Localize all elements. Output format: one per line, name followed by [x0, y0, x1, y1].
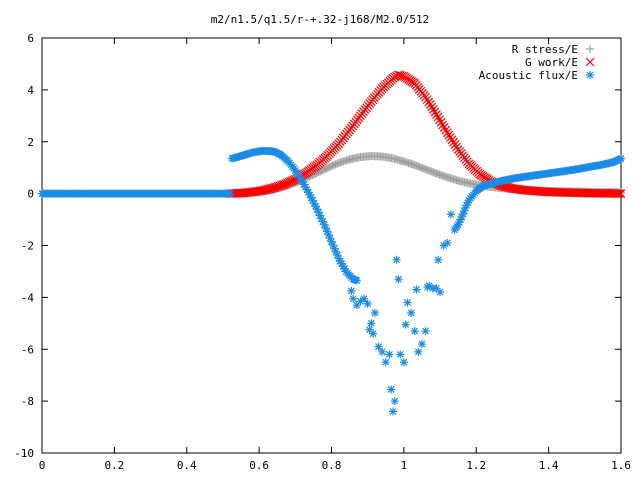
data-point — [450, 140, 460, 150]
data-point — [407, 308, 416, 317]
data-point — [278, 180, 288, 190]
y-tick-label: -4 — [21, 291, 35, 304]
data-point — [443, 238, 452, 247]
data-point — [433, 112, 443, 122]
data-point — [360, 294, 369, 303]
legend-label: Acoustic flux/E — [479, 69, 578, 82]
y-tick-label: 2 — [27, 136, 34, 149]
data-point — [417, 340, 426, 349]
x-tick-label: 1 — [401, 459, 408, 472]
data-point — [421, 327, 430, 336]
x-tick-label: 0.6 — [249, 459, 269, 472]
data-point — [401, 320, 410, 329]
data-point — [272, 182, 282, 192]
data-point — [412, 285, 421, 294]
data-point — [390, 397, 399, 406]
data-point — [430, 107, 440, 117]
data-point — [374, 342, 383, 351]
data-point — [434, 255, 443, 264]
data-point — [311, 202, 320, 211]
data-point — [389, 407, 398, 416]
data-point — [327, 237, 336, 246]
data-point — [616, 189, 626, 199]
data-point — [403, 298, 412, 307]
data-point — [613, 189, 623, 198]
data-point — [427, 102, 437, 112]
y-tick-label: -6 — [21, 343, 34, 356]
data-point — [385, 350, 394, 359]
y-tick-label: -2 — [21, 240, 34, 253]
data-point — [410, 327, 419, 336]
data-point — [349, 294, 358, 303]
data-point — [273, 181, 283, 191]
data-point — [226, 189, 235, 198]
x-tick-label: 1.2 — [466, 459, 486, 472]
data-point — [444, 130, 454, 140]
chart-title: m2/n1.5/q1.5/r-+.32-j168/M2.0/512 — [211, 13, 430, 26]
legend-marker — [586, 45, 594, 53]
x-tick-label: 1.4 — [539, 459, 559, 472]
x-tick-label: 0 — [39, 459, 46, 472]
data-point — [275, 181, 285, 191]
y-tick-label: 0 — [27, 188, 34, 201]
x-tick-label: 0.8 — [322, 459, 342, 472]
legend-label: G work/E — [525, 56, 578, 69]
data-point — [432, 110, 441, 119]
data-point — [424, 97, 434, 107]
data-point — [447, 135, 457, 145]
legend-marker — [586, 71, 594, 79]
legend-marker — [585, 57, 595, 67]
data-point — [414, 347, 423, 356]
data-point — [452, 142, 462, 152]
data-point — [425, 100, 435, 110]
data-point — [439, 123, 449, 132]
series-acoustic-flux-e — [38, 146, 625, 416]
y-tick-label: -10 — [14, 447, 34, 460]
data-point — [387, 385, 396, 394]
data-point — [396, 350, 405, 359]
data-point — [369, 329, 378, 338]
data-point — [270, 182, 280, 192]
data-point — [421, 92, 431, 102]
data-point — [449, 137, 458, 147]
data-point — [422, 95, 432, 105]
data-point — [435, 115, 444, 125]
series-g-work-e — [225, 70, 626, 199]
x-tick-label: 0.2 — [104, 459, 124, 472]
data-point — [276, 180, 286, 190]
data-point — [428, 105, 438, 114]
data-point — [370, 308, 379, 317]
data-point — [352, 276, 361, 285]
data-point — [436, 117, 446, 127]
data-point — [399, 358, 408, 367]
data-point — [363, 299, 372, 308]
legend-label: R stress/E — [512, 43, 578, 56]
x-tick-label: 0.4 — [177, 459, 197, 472]
data-point — [394, 275, 403, 284]
data-point — [441, 125, 451, 135]
x-tick-label: 1.6 — [611, 459, 631, 472]
data-point — [378, 347, 387, 356]
axis-ticks: 0 0.2 0.4 0.6 0.8 1 1.2 1.4 1.6 -10 -8 -6 -4 -2 0 2 4 6 — [14, 32, 631, 472]
y-tick-label: 4 — [27, 84, 34, 97]
data-point — [445, 133, 455, 142]
data-point — [381, 358, 390, 367]
data-point — [330, 244, 339, 253]
data-point — [615, 189, 624, 199]
data-point — [269, 183, 279, 193]
y-tick-label: 6 — [27, 32, 34, 45]
series-layer — [38, 70, 626, 416]
data-point — [392, 255, 401, 264]
data-point — [347, 286, 356, 295]
data-point — [446, 210, 455, 219]
data-point — [367, 319, 376, 328]
data-point — [352, 301, 361, 310]
data-point — [436, 288, 445, 297]
y-tick-label: -8 — [21, 395, 34, 408]
data-point — [438, 120, 448, 130]
data-point — [617, 154, 625, 163]
data-point — [442, 128, 452, 138]
